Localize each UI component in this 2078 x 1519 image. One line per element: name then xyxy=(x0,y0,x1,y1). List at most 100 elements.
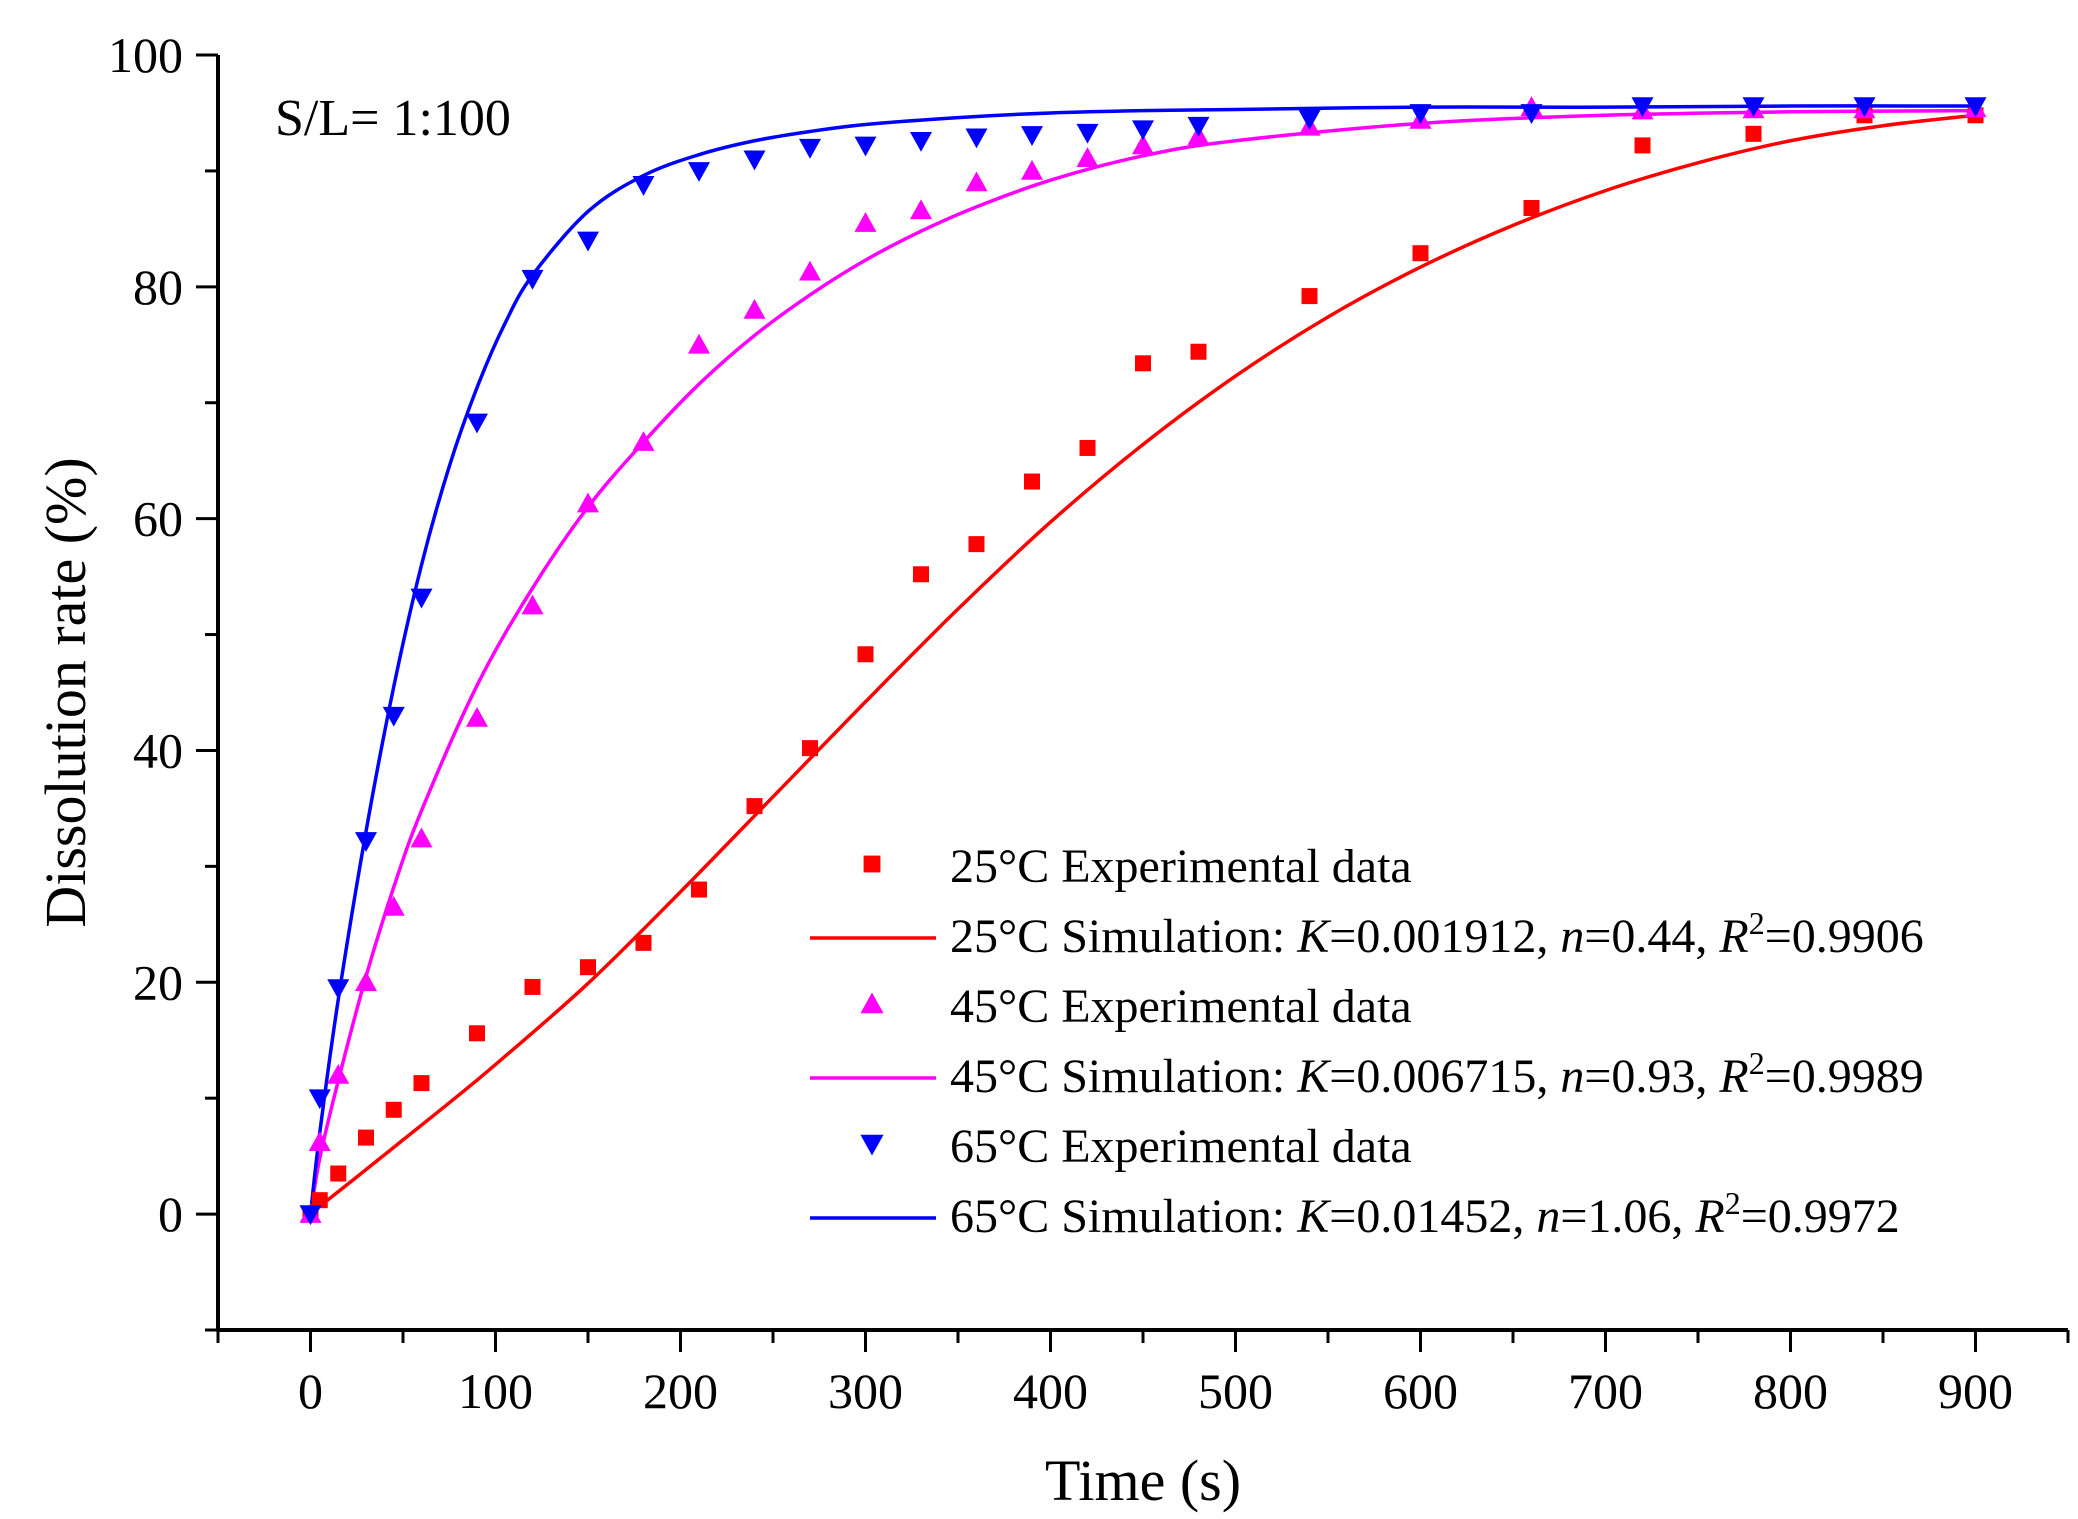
legend-r-symbol: R xyxy=(1718,910,1748,963)
y-tick-label: 20 xyxy=(133,954,183,1010)
y-tick-label: 0 xyxy=(158,1186,183,1242)
legend-n-symbol: n xyxy=(1560,910,1584,963)
legend-entry: 25°C Experimental data xyxy=(863,840,1412,893)
data-point xyxy=(410,588,433,609)
data-point xyxy=(965,171,988,192)
data-point xyxy=(299,1205,322,1226)
x-axis-ticks: 0 100 200 300 400 500 600 700 800 900 xyxy=(216,1330,2070,1419)
data-point xyxy=(743,150,766,171)
x-tick-label: 500 xyxy=(1198,1363,1273,1419)
data-point xyxy=(968,536,985,553)
legend-marker xyxy=(863,855,881,873)
legend-r-symbol: R xyxy=(1694,1190,1724,1243)
data-point xyxy=(1523,200,1540,216)
legend-n-value: =0.44, xyxy=(1584,910,1719,963)
series-line-25-c-simulation xyxy=(309,113,1976,1216)
data-point xyxy=(308,1131,331,1152)
data-point xyxy=(910,199,932,220)
legend-label: 45°C Simulation: K=0.006715, n=0.93, R2=… xyxy=(950,1045,1924,1103)
data-point xyxy=(1132,134,1154,155)
data-point xyxy=(743,299,766,319)
x-tick-label: 900 xyxy=(1938,1363,2013,1419)
legend-k-symbol: K xyxy=(1296,1050,1332,1103)
legend-k-value: =0.001912, xyxy=(1329,910,1560,963)
data-point xyxy=(746,798,763,815)
legend-r-symbol: R xyxy=(1718,1050,1748,1103)
series-points-65-c-experimental-data xyxy=(299,97,1987,1226)
data-point xyxy=(688,162,710,182)
legend-n-symbol: n xyxy=(1560,1050,1584,1103)
x-axis-title: Time (s) xyxy=(1045,1448,1241,1513)
data-point xyxy=(524,978,541,995)
data-point xyxy=(308,1089,331,1110)
data-point xyxy=(799,260,821,281)
legend-prefix: 65°C Simulation: xyxy=(950,1190,1297,1243)
data-point xyxy=(330,1165,347,1182)
y-tick-label: 80 xyxy=(133,259,183,315)
data-point xyxy=(1409,104,1432,124)
legend-marker xyxy=(860,1134,884,1156)
data-point xyxy=(1631,97,1654,117)
data-point xyxy=(385,1101,402,1118)
data-point xyxy=(355,832,377,852)
legend-prefix: 25°C Simulation: xyxy=(950,910,1297,963)
data-point xyxy=(1742,97,1765,117)
legend-entry: 25°C Simulation: K=0.001912, n=0.44, R2=… xyxy=(810,905,1924,963)
legend-label: 25°C Simulation: K=0.001912, n=0.44, R2=… xyxy=(950,905,1924,963)
data-point xyxy=(802,740,818,757)
x-tick-label: 0 xyxy=(298,1363,323,1419)
legend-r2-value: =0.9989 xyxy=(1765,1050,1924,1103)
data-point xyxy=(577,231,599,252)
legend-k-value: =0.006715, xyxy=(1329,1050,1560,1103)
data-point xyxy=(635,934,652,951)
legend-r-exponent: 2 xyxy=(1749,905,1765,941)
legend-label: 45°C Experimental data xyxy=(950,980,1412,1033)
legend: 25°C Experimental data 25°C Simulation: K… xyxy=(810,840,1924,1243)
data-point xyxy=(521,269,544,290)
data-point xyxy=(913,566,929,583)
data-point xyxy=(1298,109,1321,130)
y-axis-title: Dissolution rate (%) xyxy=(33,457,98,927)
legend-label: 25°C Experimental data xyxy=(950,840,1412,893)
data-point xyxy=(358,1129,374,1146)
legend-label: 65°C Simulation: K=0.01452, n=1.06, R2=0… xyxy=(950,1185,1900,1243)
data-point xyxy=(1021,159,1043,180)
data-point xyxy=(1301,288,1318,305)
data-point xyxy=(1634,137,1651,154)
data-point xyxy=(965,128,988,149)
data-point xyxy=(410,827,433,848)
legend-n-symbol: n xyxy=(1536,1190,1560,1243)
x-tick-label: 200 xyxy=(643,1363,718,1419)
data-point xyxy=(691,881,707,898)
data-point xyxy=(382,706,405,727)
x-tick-label: 100 xyxy=(458,1363,533,1419)
data-point xyxy=(1190,343,1207,360)
legend-entry: 45°C Experimental data xyxy=(860,980,1412,1033)
x-tick-label: 700 xyxy=(1568,1363,1643,1419)
x-tick-label: 300 xyxy=(828,1363,903,1419)
data-point xyxy=(1076,147,1099,167)
data-point xyxy=(799,138,821,159)
data-point xyxy=(521,594,544,615)
data-point xyxy=(857,646,874,663)
series-line-65-c-simulation xyxy=(308,104,1976,1215)
data-point xyxy=(632,431,655,451)
data-point xyxy=(327,979,350,1000)
legend-k-symbol: K xyxy=(1296,910,1332,963)
x-tick-label: 800 xyxy=(1753,1363,1828,1419)
data-point xyxy=(355,971,377,992)
annotation-sl-ratio: S/L= 1:100 xyxy=(275,90,511,147)
legend-r-exponent: 2 xyxy=(1749,1045,1765,1081)
legend-prefix: 45°C Simulation: xyxy=(950,1050,1297,1103)
legend-label: 65°C Experimental data xyxy=(950,1120,1412,1173)
data-point xyxy=(327,1064,350,1084)
data-point xyxy=(854,136,877,157)
data-point xyxy=(1520,104,1543,124)
data-point xyxy=(1853,97,1876,117)
legend-n-value: =1.06, xyxy=(1560,1190,1695,1243)
y-tick-label: 60 xyxy=(133,491,183,547)
y-tick-label: 40 xyxy=(133,722,183,778)
data-point xyxy=(910,131,932,152)
data-point xyxy=(382,895,405,916)
